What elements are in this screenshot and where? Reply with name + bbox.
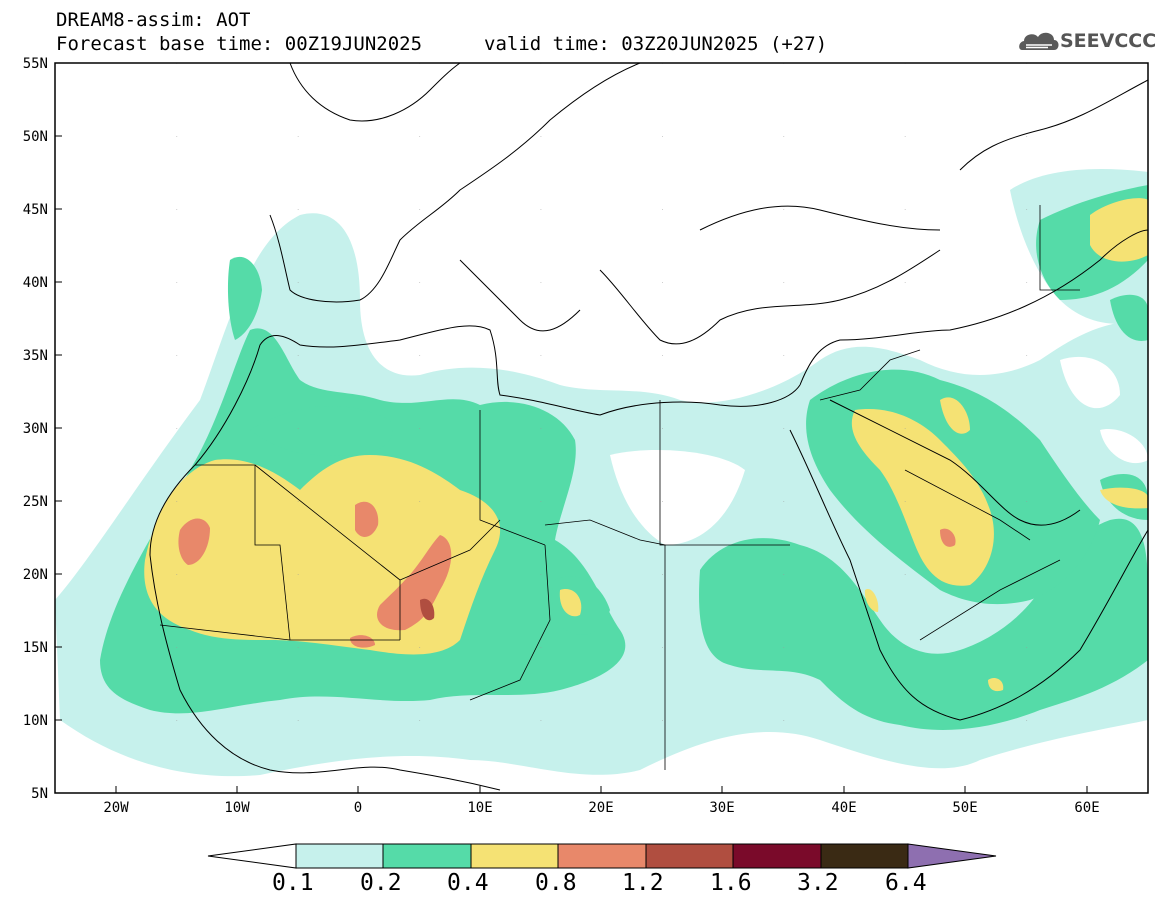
lon-label: 30E <box>709 800 734 816</box>
lat-label: 50N <box>23 129 48 145</box>
cloud-icon <box>1019 32 1059 50</box>
colorbar-swatch <box>557 843 647 869</box>
lat-label: 10N <box>23 713 48 729</box>
lon-label: 50E <box>952 800 977 816</box>
lat-label: 25N <box>23 494 48 510</box>
colorbar-swatch <box>645 843 734 869</box>
colorbar-swatch <box>470 843 559 869</box>
colorbar-swatch <box>295 843 384 869</box>
lat-label: 30N <box>23 421 48 437</box>
colorbar-label: 1.6 <box>710 870 752 896</box>
colorbar-swatch <box>820 843 909 869</box>
colorbar-under-arrow <box>207 843 297 869</box>
lon-label: 10W <box>224 800 250 816</box>
colorbar-over-arrow <box>907 843 997 869</box>
lon-label: 40E <box>831 800 856 816</box>
lon-label: 60E <box>1074 800 1099 816</box>
lon-label: 20E <box>588 800 613 816</box>
lat-label: 20N <box>23 567 48 583</box>
longitude-labels: 20W 10W 0 10E 20E 30E 40E 50E 60E <box>103 800 1099 816</box>
aot-field <box>55 63 1148 793</box>
colorbar-swatch <box>382 843 472 869</box>
lat-label: 45N <box>23 202 48 218</box>
colorbar-label: 6.4 <box>885 870 927 896</box>
colorbar-label: 0.4 <box>447 870 489 896</box>
lon-label: 0 <box>354 800 362 816</box>
colorbar-label: 3.2 <box>797 870 839 896</box>
colorbar-label: 0.8 <box>535 870 577 896</box>
lat-label: 5N <box>31 786 48 802</box>
lon-label: 10E <box>467 800 492 816</box>
forecast-base-time: Forecast base time: 00Z19JUN2025 <box>56 33 423 55</box>
logo-text: SEEVCCC <box>1060 30 1157 52</box>
axis-ticks <box>55 135 1088 793</box>
colorbar-label: 1.2 <box>622 870 664 896</box>
colorbar-label: 0.1 <box>272 870 314 896</box>
colorbar <box>207 843 997 869</box>
lon-label: 20W <box>103 800 129 816</box>
lat-label: 55N <box>23 56 48 72</box>
coastlines <box>149 63 1148 791</box>
lat-label: 40N <box>23 275 48 291</box>
lat-label: 15N <box>23 640 48 656</box>
lat-label: 35N <box>23 348 48 364</box>
map-title: DREAM8-assim: AOT <box>56 9 251 31</box>
valid-time: valid time: 03Z20JUN2025 (+27) <box>484 33 828 55</box>
country-borders <box>159 205 1080 770</box>
colorbar-swatch <box>732 843 822 869</box>
latitude-labels: 55N 50N 45N 40N 35N 30N 25N 20N 15N 10N … <box>23 56 48 802</box>
colorbar-label: 0.2 <box>360 870 402 896</box>
